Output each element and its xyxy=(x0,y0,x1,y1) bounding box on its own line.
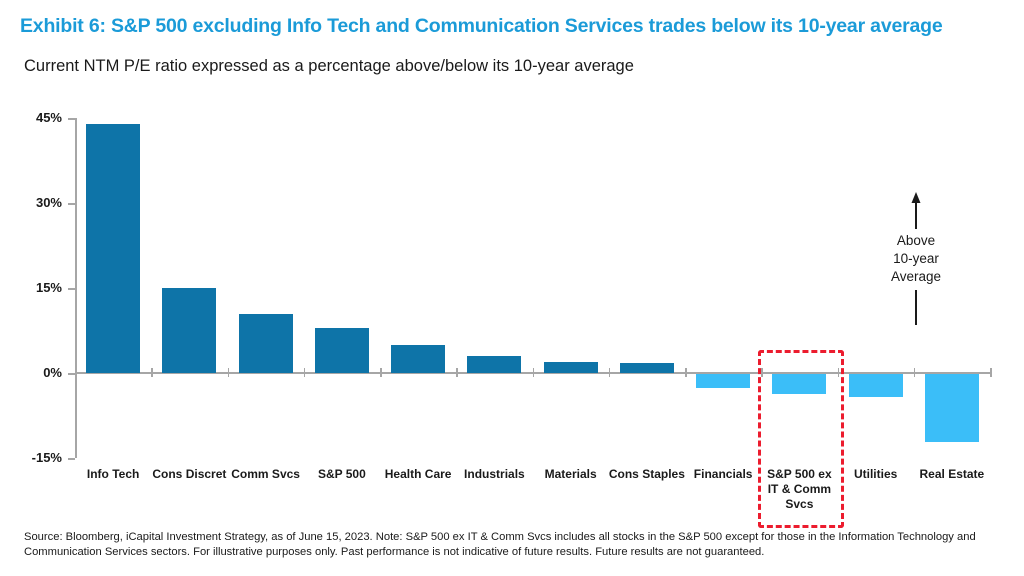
x-axis-tick xyxy=(761,368,763,377)
x-axis-label-health-care: Health Care xyxy=(384,467,452,481)
y-axis-label: 15% xyxy=(35,280,62,295)
x-axis-tick xyxy=(151,368,153,377)
bar-materials xyxy=(543,361,598,373)
x-axis-label-s-p-500-ex: S&P 500 ex IT & Comm Svcs xyxy=(767,467,832,511)
x-axis-tick xyxy=(456,368,458,377)
x-axis-tick xyxy=(990,368,992,377)
x-axis-label-real-estate: Real Estate xyxy=(919,467,985,481)
bar-cons-discret xyxy=(162,288,217,373)
bar-financials xyxy=(696,374,751,389)
bar-industrials xyxy=(467,356,522,373)
x-axis-label-comm-svcs: Comm Svcs xyxy=(231,467,300,481)
x-axis-label-cons-staples: Cons Staples xyxy=(608,467,685,481)
y-axis-line xyxy=(75,118,77,458)
exhibit-title: Exhibit 6: S&P 500 excluding Info Tech a… xyxy=(20,15,943,37)
x-axis-label-industrials: Industrials xyxy=(464,467,525,481)
x-axis-tick xyxy=(380,368,382,377)
bar-health-care xyxy=(391,344,446,373)
x-axis-tick xyxy=(303,368,306,377)
y-axis-tick xyxy=(68,118,75,120)
bar-real-estate xyxy=(924,374,979,442)
y-axis-tick xyxy=(68,203,75,205)
x-axis-label-s-p-500: S&P 500 xyxy=(317,467,366,481)
bar-s-p-500 xyxy=(314,327,369,373)
annotation-label: Above 10-year Average xyxy=(890,233,942,284)
x-axis-tick xyxy=(685,368,687,377)
x-axis-label-materials: Materials xyxy=(544,467,597,481)
x-axis-tick xyxy=(75,368,77,377)
up-arrow-icon xyxy=(909,192,923,230)
x-axis-label-financials: Financials xyxy=(693,467,753,481)
x-axis-tick xyxy=(913,368,916,377)
bar-utilities xyxy=(848,374,903,397)
x-axis-tick xyxy=(532,368,534,377)
highlight-dashed-box xyxy=(758,350,844,528)
y-axis-tick xyxy=(68,288,75,290)
x-axis-tick xyxy=(608,368,611,377)
chart-subtitle: Current NTM P/E ratio expressed as a per… xyxy=(24,57,634,75)
x-axis-label-info-tech: Info Tech xyxy=(86,467,140,481)
bar-info-tech xyxy=(86,123,141,373)
y-axis-label: 0% xyxy=(43,365,62,380)
x-axis-label-utilities: Utilities xyxy=(853,467,898,481)
y-axis-tick xyxy=(68,373,75,375)
y-axis-label: 30% xyxy=(35,195,62,210)
y-axis-label: 45% xyxy=(35,110,62,125)
x-axis-tick xyxy=(227,368,229,377)
y-axis-label: -15% xyxy=(31,450,62,465)
x-axis-label-cons-discret: Cons Discret xyxy=(152,467,227,481)
x-axis-tick xyxy=(837,368,839,377)
bar-comm-svcs xyxy=(238,313,293,373)
y-axis-tick xyxy=(68,458,75,460)
bar-s-p-500-ex xyxy=(772,374,827,394)
annotation-connector-line xyxy=(915,290,917,325)
source-note: Source: Bloomberg, iCapital Investment S… xyxy=(24,531,976,558)
bar-cons-staples xyxy=(619,362,674,373)
